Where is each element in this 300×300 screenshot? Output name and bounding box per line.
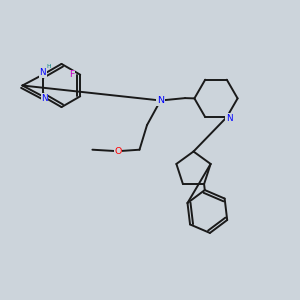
Text: N: N [40, 68, 46, 77]
Text: H: H [46, 64, 50, 69]
Text: N: N [226, 114, 232, 123]
Text: O: O [114, 147, 122, 156]
Text: N: N [41, 94, 48, 103]
Text: F: F [69, 70, 74, 79]
Text: N: N [157, 96, 164, 105]
